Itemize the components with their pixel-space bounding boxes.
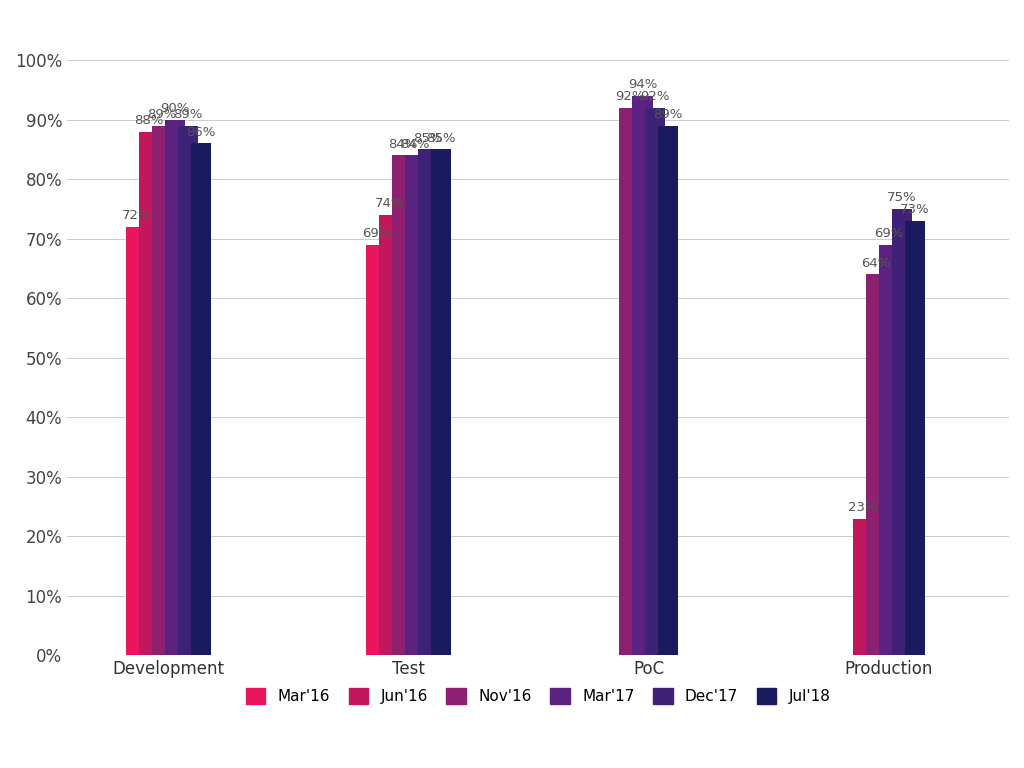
Text: 89%: 89% [147, 108, 177, 121]
Bar [126, 227, 146, 655]
Legend: Mar'16, Jun'16, Nov'16, Mar'17, Dec'17, Jul'18: Mar'16, Jun'16, Nov'16, Mar'17, Dec'17, … [240, 681, 837, 710]
Text: 89%: 89% [173, 108, 203, 121]
Bar [153, 126, 172, 655]
Text: 90%: 90% [161, 102, 189, 115]
Text: 75%: 75% [887, 191, 916, 204]
Bar [431, 150, 452, 655]
Text: 89%: 89% [653, 108, 683, 121]
Text: 84%: 84% [388, 137, 417, 151]
Bar [892, 209, 912, 655]
Bar [879, 245, 899, 655]
Text: 69%: 69% [874, 227, 903, 240]
Bar [853, 518, 873, 655]
Text: 86%: 86% [186, 126, 216, 139]
Bar [632, 96, 652, 655]
Text: 73%: 73% [900, 203, 930, 216]
Text: 85%: 85% [426, 131, 456, 144]
Text: 88%: 88% [134, 114, 164, 127]
Text: 85%: 85% [414, 131, 443, 144]
Text: 23%: 23% [848, 501, 878, 514]
Text: 64%: 64% [861, 257, 891, 270]
Bar [392, 155, 413, 655]
Bar [379, 215, 399, 655]
Bar [139, 131, 160, 655]
Text: 94%: 94% [628, 78, 657, 91]
Bar [418, 150, 438, 655]
Bar [866, 274, 886, 655]
Bar [165, 120, 185, 655]
Bar [620, 108, 640, 655]
Bar [904, 221, 925, 655]
Text: 74%: 74% [375, 197, 404, 210]
Text: 92%: 92% [641, 90, 670, 103]
Text: 72%: 72% [122, 209, 152, 222]
Bar [178, 126, 199, 655]
Bar [367, 245, 387, 655]
Text: 92%: 92% [614, 90, 644, 103]
Bar [406, 155, 425, 655]
Text: 84%: 84% [400, 137, 430, 151]
Bar [645, 108, 666, 655]
Bar [658, 126, 679, 655]
Bar [190, 144, 211, 655]
Text: 69%: 69% [361, 227, 391, 240]
